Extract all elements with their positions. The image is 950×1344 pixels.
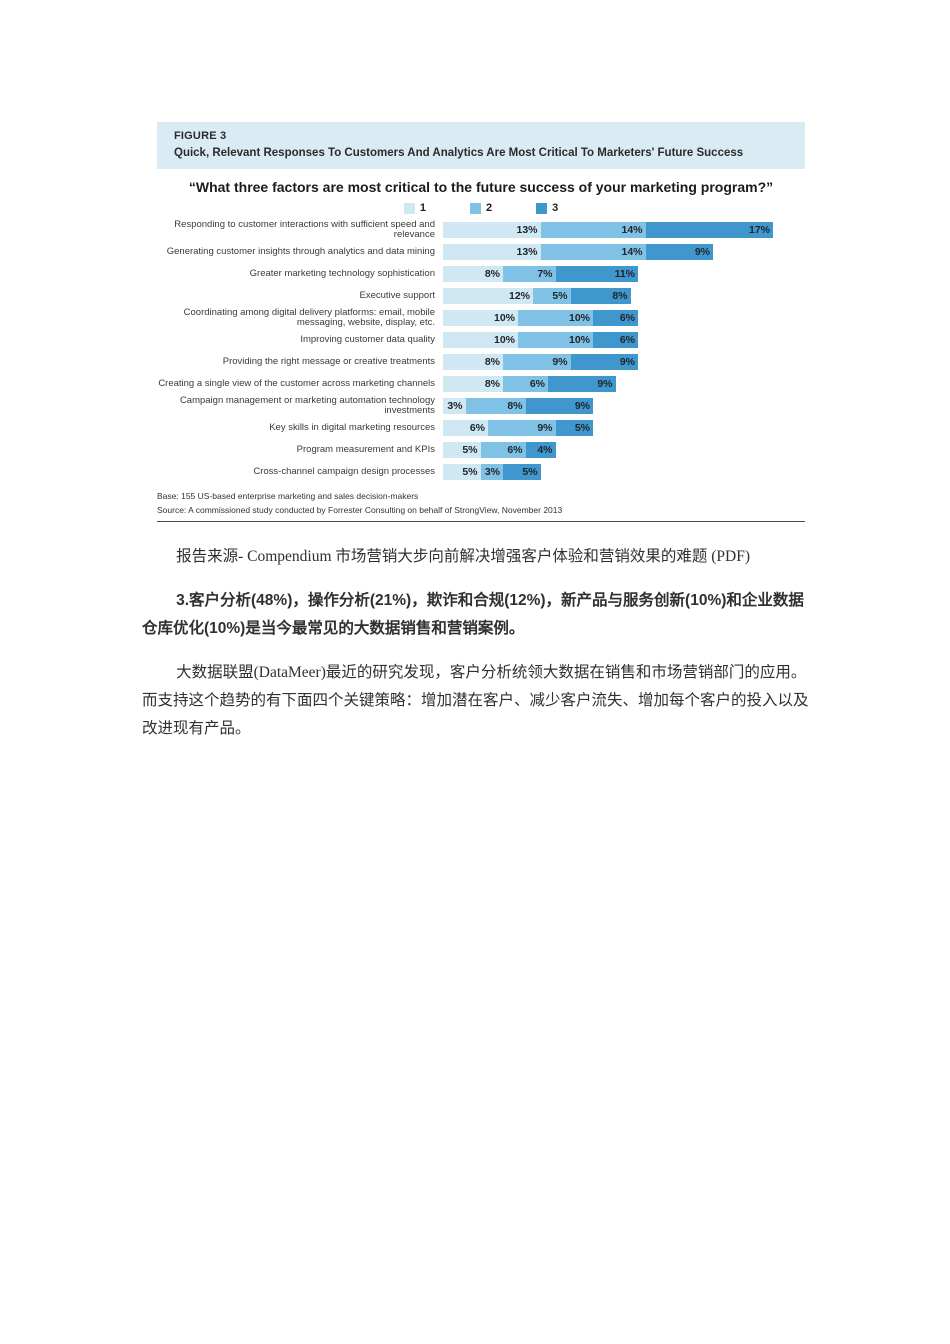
- bar-segment-rank1: 8%: [443, 354, 503, 370]
- legend-label: 3: [552, 202, 559, 214]
- category-label: Creating a single view of the customer a…: [158, 377, 435, 389]
- bar-segment-rank1: 13%: [443, 244, 541, 260]
- bar-segment-rank1: 6%: [443, 420, 488, 436]
- chart-row: Creating a single view of the customer a…: [157, 373, 805, 395]
- source-note: Source: A commissioned study conducted b…: [157, 505, 805, 522]
- bar-segment-rank3: 5%: [555, 420, 593, 436]
- stacked-bar: 13% 14% 17%: [443, 222, 773, 238]
- figure-3: FIGURE 3 Quick, Relevant Responses To Cu…: [157, 122, 805, 522]
- stacked-bar: 8% 6% 9%: [443, 376, 616, 392]
- chart-row: Generating customer insights through ana…: [157, 241, 805, 263]
- chart-row: Coordinating among digital delivery plat…: [157, 307, 805, 329]
- stacked-bar: 5% 6% 4%: [443, 442, 556, 458]
- bar-segment-rank3: 9%: [548, 376, 616, 392]
- stacked-bar: 8% 9% 9%: [443, 354, 638, 370]
- legend-swatch-icon: [536, 202, 548, 214]
- legend-swatch-icon: [469, 202, 481, 214]
- bar-segment-rank1: 10%: [443, 332, 518, 348]
- stacked-bar: 6% 9% 5%: [443, 420, 593, 436]
- chart-row: Cross-channel campaign design processes 5…: [157, 461, 805, 483]
- bar-segment-rank2: 10%: [518, 332, 593, 348]
- category-label: Coordinating among digital delivery plat…: [183, 306, 435, 328]
- bar-segment-rank3: 6%: [593, 310, 638, 326]
- bar-segment-rank2: 3%: [480, 464, 503, 480]
- chart-row: Key skills in digital marketing resource…: [157, 417, 805, 439]
- stacked-bar: 8% 7% 11%: [443, 266, 638, 282]
- bar-segment-rank3: 9%: [645, 244, 713, 260]
- bar-segment-rank3: 11%: [555, 266, 638, 282]
- bar-segment-rank2: 6%: [480, 442, 526, 458]
- legend-label: 1: [419, 202, 426, 214]
- bar-segment-rank3: 6%: [593, 332, 638, 348]
- bar-segment-rank1: 8%: [443, 376, 503, 392]
- survey-question: “What three factors are most critical to…: [188, 179, 774, 195]
- chart-row: Providing the right message or creative …: [157, 351, 805, 373]
- figure-header-band: FIGURE 3 Quick, Relevant Responses To Cu…: [157, 122, 805, 169]
- bar-segment-rank3: 4%: [525, 442, 556, 458]
- figure-title: Quick, Relevant Responses To Customers A…: [174, 147, 744, 159]
- bar-segment-rank1: 13%: [443, 222, 541, 238]
- category-label: Campaign management or marketing automat…: [179, 394, 435, 416]
- bar-segment-rank1: 3%: [443, 398, 466, 414]
- bar-segment-rank2: 5%: [533, 288, 571, 304]
- bar-segment-rank3: 8%: [570, 288, 631, 304]
- chart-row: Executive support 12% 5% 8%: [157, 285, 805, 307]
- category-label: Greater marketing technology sophisticat…: [249, 267, 435, 279]
- bar-segment-rank1: 5%: [443, 442, 481, 458]
- bar-segment-rank3: 5%: [503, 464, 541, 480]
- chart-row: Improving customer data quality 10% 10% 6%: [157, 329, 805, 351]
- figure-number: FIGURE 3: [174, 130, 227, 142]
- category-label: Generating customer insights through ana…: [166, 245, 435, 257]
- stacked-bar: 10% 10% 6%: [443, 332, 638, 348]
- stacked-bar: 10% 10% 6%: [443, 310, 638, 326]
- chart-legend: 1 2 3: [157, 202, 805, 214]
- base-note: Base: 155 US-based enterprise marketing …: [157, 491, 419, 501]
- legend-swatch-icon: [403, 202, 415, 214]
- bar-segment-rank1: 5%: [443, 464, 481, 480]
- category-label: Improving customer data quality: [300, 333, 435, 345]
- bar-segment-rank2: 9%: [488, 420, 556, 436]
- report-source-paragraph: 报告来源- Compendium 市场营销大步向前解决增强客户体验和营销效果的难…: [176, 548, 751, 565]
- legend-label: 2: [485, 202, 493, 214]
- category-label: Executive support: [359, 289, 435, 301]
- bar-segment-rank3: 9%: [525, 398, 593, 414]
- bar-segment-rank2: 8%: [465, 398, 526, 414]
- stacked-bar: 5% 3% 5%: [443, 464, 541, 480]
- bar-segment-rank1: 8%: [443, 266, 503, 282]
- key-finding-paragraph: 3.客户分析(48%)，操作分析(21%)，欺诈和合规(12%)，新产品与服务创…: [142, 592, 804, 637]
- bar-segment-rank3: 9%: [570, 354, 638, 370]
- bar-segment-rank1: 10%: [443, 310, 518, 326]
- legend-item-3: 3: [536, 202, 558, 214]
- stacked-bar: 3% 8% 9%: [443, 398, 593, 414]
- category-label: Cross-channel campaign design processes: [253, 465, 435, 477]
- article-body: 报告来源- Compendium 市场营销大步向前解决增强客户体验和营销效果的难…: [142, 543, 812, 759]
- chart-row: Program measurement and KPIs 5% 6% 4%: [157, 439, 805, 461]
- stacked-bar-chart: Responding to customer interactions with…: [157, 219, 805, 483]
- chart-row: Responding to customer interactions with…: [157, 219, 805, 241]
- legend-item-2: 2: [469, 202, 493, 214]
- category-label: Responding to customer interactions with…: [174, 218, 435, 240]
- category-label: Providing the right message or creative …: [222, 355, 435, 367]
- datameer-paragraph: 大数据联盟(DataMeer)最近的研究发现，客户分析统领大数据在销售和市场营销…: [142, 664, 809, 737]
- stacked-bar: 13% 14% 9%: [443, 244, 713, 260]
- legend-item-1: 1: [403, 202, 426, 214]
- bar-segment-rank2: 6%: [503, 376, 548, 392]
- bar-segment-rank2: 14%: [540, 244, 646, 260]
- chart-row: Campaign management or marketing automat…: [157, 395, 805, 417]
- stacked-bar: 12% 5% 8%: [443, 288, 631, 304]
- bar-segment-rank2: 14%: [540, 222, 646, 238]
- bar-segment-rank2: 10%: [518, 310, 593, 326]
- bar-segment-rank2: 7%: [503, 266, 556, 282]
- category-label: Program measurement and KPIs: [296, 443, 435, 455]
- category-label: Key skills in digital marketing resource…: [269, 421, 435, 433]
- bar-segment-rank1: 12%: [443, 288, 533, 304]
- bar-segment-rank3: 17%: [645, 222, 773, 238]
- chart-row: Greater marketing technology sophisticat…: [157, 263, 805, 285]
- bar-segment-rank2: 9%: [503, 354, 571, 370]
